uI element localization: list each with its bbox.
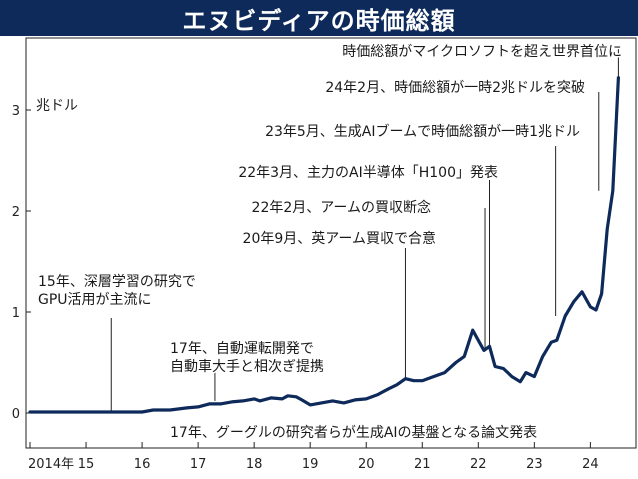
annotation-text: 22年2月、アームの買収断念 xyxy=(252,199,431,216)
annotation-text: 22年3月、主力のAI半導体「H100」発表 xyxy=(238,165,498,181)
annotation-text: 17年、自動運転開発で xyxy=(170,341,314,357)
x-tick-label: 19 xyxy=(302,457,319,472)
annotation-text: 24年2月、時価総額が一時2兆ドルを突破 xyxy=(325,80,585,96)
series-line xyxy=(28,76,621,414)
x-tick-label: 20 xyxy=(358,457,375,472)
x-tick-label: 17 xyxy=(190,457,207,472)
x-tick-label: 16 xyxy=(134,457,151,472)
annotation-text: 自動車大手と相次ぎ提携 xyxy=(170,358,324,375)
y-axis-unit-label: 兆ドル xyxy=(36,98,78,114)
annotation-text: 15年、深層学習の研究で xyxy=(38,274,196,290)
annotation-text: 時価総額がマイクロソフトを超え世界首位に xyxy=(342,44,622,60)
x-tick-label: 23 xyxy=(526,457,543,472)
x-tick-label: 2014年 xyxy=(28,457,74,472)
chart-title: エヌビディアの時価総額 xyxy=(0,0,638,36)
x-tick-label: 24 xyxy=(582,457,599,472)
annotation-text: 20年9月、英アーム買収で合意 xyxy=(243,230,436,247)
y-tick-label: 2 xyxy=(12,205,20,220)
plot-border xyxy=(25,37,637,449)
y-tick-label: 1 xyxy=(12,306,20,321)
y-tick-label: 0 xyxy=(12,407,20,422)
x-tick-label: 15 xyxy=(78,457,95,472)
x-tick-label: 18 xyxy=(246,457,263,472)
x-tick-label: 22 xyxy=(470,457,487,472)
x-tick-label: 21 xyxy=(414,457,431,472)
y-tick-label: 3 xyxy=(12,104,20,119)
annotation-text: 23年5月、生成AIブームで時価総額が一時1兆ドル xyxy=(265,123,580,140)
annotation-text: 17年、グーグルの研究者らが生成AIの基盤となる論文発表 xyxy=(170,424,537,441)
annotation-text: GPU活用が主流に xyxy=(38,292,152,308)
